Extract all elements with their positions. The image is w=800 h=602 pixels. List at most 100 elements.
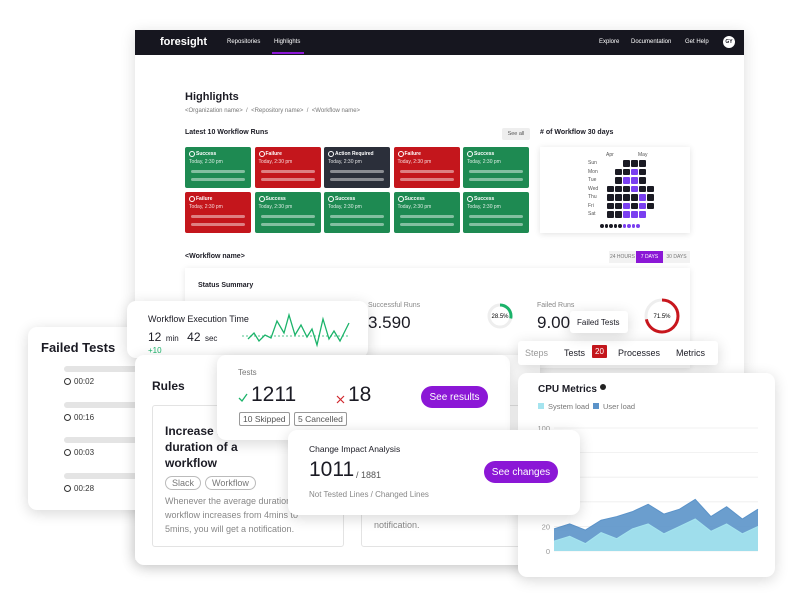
duration: 00:28 <box>74 483 95 493</box>
passed-count: 1211 <box>251 383 297 406</box>
sparkline <box>242 312 350 348</box>
placeholder-bar <box>399 170 454 173</box>
see-all-button[interactable]: See all <box>502 128 530 140</box>
metric-label: Failed Runs <box>537 302 575 309</box>
see-results-button[interactable]: See results <box>421 386 488 408</box>
donut-arc <box>644 298 680 334</box>
run-status: Success <box>474 196 495 202</box>
run-card[interactable]: Success Today, 2:30 pm <box>324 192 390 233</box>
nav-link[interactable]: Highlights <box>274 39 301 45</box>
range-option[interactable]: 30 DAYS <box>666 254 687 260</box>
rule-title: Increase in duration of a workflow <box>165 424 238 470</box>
scale-dot <box>631 224 635 228</box>
heat-cell <box>639 160 646 167</box>
day-label: Fri <box>588 202 594 209</box>
crumb[interactable]: <Repository name> <box>251 108 304 114</box>
run-time: Today, 2:30 pm <box>397 159 432 165</box>
caption: Not Tested Lines / Changed Lines <box>309 490 429 499</box>
run-time: Today, 2:30 pm <box>258 204 293 210</box>
range-option[interactable]: 7 DAYS <box>636 251 663 263</box>
scale-dot <box>627 224 631 228</box>
heat-cell <box>607 185 614 192</box>
placeholder-bar <box>191 170 245 173</box>
run-time: Today, 2:30 pm <box>467 204 501 210</box>
card-title: Failed Tests <box>41 340 116 355</box>
placeholder-bar <box>330 178 384 181</box>
run-card[interactable]: Failure Today, 2:30 pm <box>393 147 460 188</box>
run-card[interactable]: Success Today, 2:30 pm <box>185 147 251 188</box>
run-card[interactable]: Success Today, 2:30 pm <box>393 192 460 233</box>
nav-link[interactable]: Get Help <box>685 39 709 45</box>
status-icon <box>189 151 195 157</box>
heat-cell <box>623 185 630 192</box>
unit: min <box>165 334 179 343</box>
run-card[interactable]: Failure Today, 2:30 pm <box>254 147 321 188</box>
run-card[interactable]: Success Today, 2:30 pm <box>463 192 529 233</box>
placeholder-bar <box>191 223 245 226</box>
placeholder-bar <box>469 170 523 173</box>
run-time: Today, 2:30 pm <box>189 159 223 165</box>
placeholder-bar <box>64 401 164 408</box>
badge: 10 Skipped <box>239 412 290 426</box>
month-label: May <box>638 152 648 158</box>
status-icon <box>467 151 473 157</box>
nav-link[interactable]: Documentation <box>631 39 672 45</box>
scale-dot <box>609 224 613 228</box>
avatar[interactable]: GY <box>723 36 735 48</box>
run-card[interactable]: Success Today, 2:30 pm <box>463 147 529 188</box>
placeholder-bar <box>399 223 454 226</box>
area-line <box>553 518 759 545</box>
heat-cell <box>615 185 622 192</box>
exec-time-card: Workflow Execution Time 12 min 42 sec +1… <box>127 301 368 358</box>
donut-label: 71.5% <box>653 314 671 320</box>
crumb[interactable]: <Organization name> <box>185 108 243 114</box>
status-icon <box>397 151 404 157</box>
day-label: Sat <box>588 211 596 217</box>
check <box>238 393 248 403</box>
tab[interactable]: Processes <box>618 348 661 358</box>
clock-icon <box>64 378 71 385</box>
run-time: Today, 2:30 pm <box>467 159 501 165</box>
run-status: Success <box>404 196 425 202</box>
placeholder-bar <box>191 215 245 218</box>
info-icon[interactable] <box>600 384 606 390</box>
nav-link[interactable]: Repositories <box>227 39 261 45</box>
logo[interactable]: foresight <box>160 36 208 48</box>
run-time: Today, 2:30 pm <box>328 159 362 165</box>
crumb[interactable]: <Workflow name> <box>311 108 361 114</box>
range-option[interactable]: 24 HOURS <box>609 254 635 260</box>
run-card[interactable]: Action Required Today, 2:30 pm <box>324 147 390 188</box>
rule-description: notification. <box>374 520 420 530</box>
tab[interactable]: Steps <box>525 348 549 358</box>
tabs: Steps Tests 20 Processes Metrics <box>518 341 718 365</box>
scale-dot <box>622 224 626 228</box>
tooltip-text: Failed Tests <box>577 318 620 327</box>
heat-cell <box>623 168 630 175</box>
run-time: Today, 2:30 pm <box>328 204 362 210</box>
placeholder-bar <box>399 178 454 181</box>
tag: Workflow <box>205 476 256 490</box>
see-changes-button[interactable]: See changes <box>484 461 558 483</box>
rule-card[interactable]: Increase in duration of a workflow Slack… <box>152 405 344 547</box>
heat-cell <box>639 202 646 209</box>
minutes: 12 <box>148 330 162 344</box>
placeholder-bar <box>260 178 315 181</box>
heat-cell <box>639 185 646 192</box>
heat-cell <box>639 211 646 218</box>
card-title: CPU Metrics <box>538 384 597 395</box>
run-card[interactable]: Failure Today, 2:30 pm <box>185 192 251 233</box>
run-card[interactable]: Success Today, 2:30 pm <box>254 192 321 233</box>
scale-dot <box>604 224 608 228</box>
button-label: See results <box>429 391 480 403</box>
tab[interactable]: Metrics <box>676 348 705 358</box>
nav-underline <box>272 52 304 54</box>
tab[interactable]: Tests <box>564 348 586 358</box>
placeholder-bar <box>330 223 384 226</box>
breadcrumb: <Organization name> / <Repository name> … <box>185 108 360 114</box>
unit: sec <box>204 334 218 343</box>
heat-cell <box>615 194 622 201</box>
heat-cell <box>639 194 646 201</box>
placeholder-bar <box>64 366 164 372</box>
nav-link[interactable]: Explore <box>599 39 620 45</box>
failed-count: 18 <box>348 383 372 406</box>
